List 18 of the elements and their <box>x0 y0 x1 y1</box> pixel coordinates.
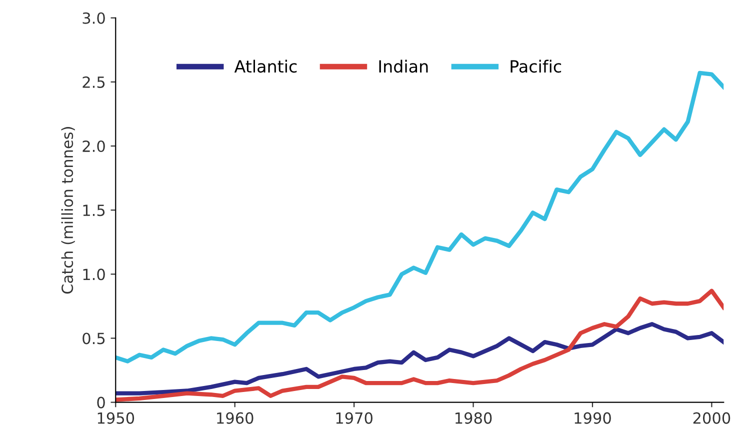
y-tick-label: 0 <box>97 396 105 408</box>
y-axis-title: Catch (million tonnes) <box>61 127 75 294</box>
legend-label: Atlantic <box>234 60 297 73</box>
x-tick-label: 2000 <box>693 412 730 424</box>
x-tick-label: 1950 <box>98 412 134 424</box>
x-tick-label: 1970 <box>336 412 372 424</box>
y-tick-label: 2.0 <box>82 140 105 152</box>
x-tick-label: 1980 <box>456 412 492 424</box>
y-tick-label: 0.5 <box>82 332 105 344</box>
x-tick-label: 1960 <box>217 412 254 424</box>
y-tick-label: 1.0 <box>83 268 105 280</box>
y-tick-label: 2.5 <box>82 76 105 88</box>
line-series <box>116 322 724 396</box>
y-tick-label: 1.5 <box>83 204 105 216</box>
y-tick-label: 3.0 <box>82 12 105 24</box>
x-tick-label: 1990 <box>574 412 611 424</box>
legend-label: Pacific <box>510 60 562 73</box>
legend-label: Indian <box>379 60 428 73</box>
